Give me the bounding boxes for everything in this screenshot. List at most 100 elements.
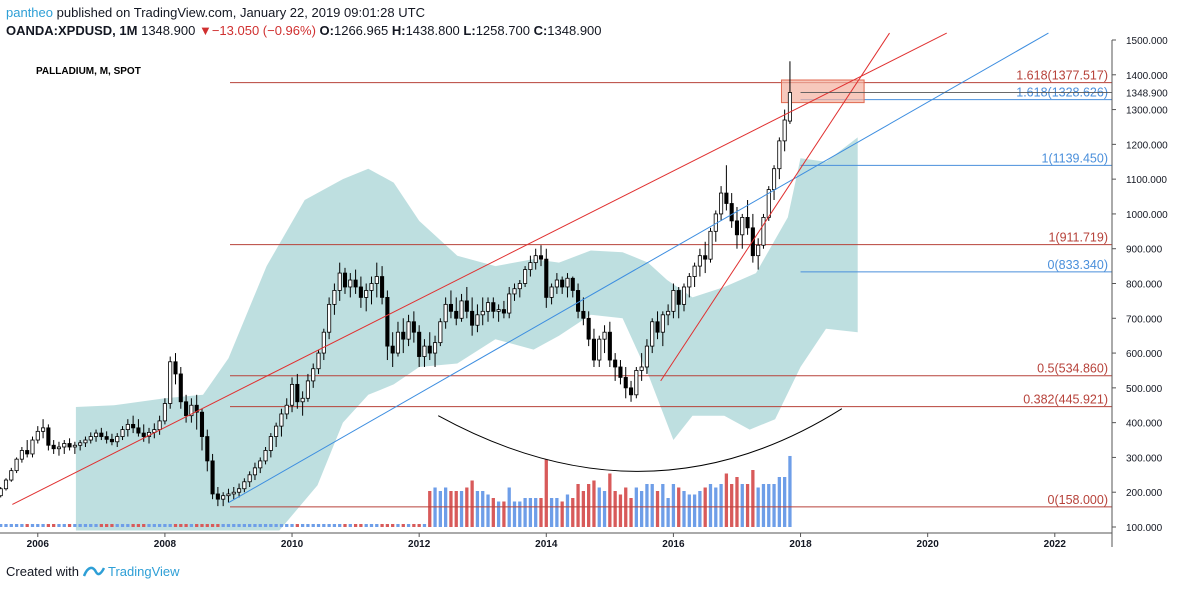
candle-body: [25, 450, 30, 455]
volume-bar: [549, 498, 554, 527]
candle-body: [427, 345, 432, 354]
volume-bar: [279, 524, 284, 527]
candle-body: [719, 192, 724, 215]
candle-body: [623, 377, 628, 389]
candle-body: [141, 432, 146, 437]
candle-body: [311, 368, 316, 382]
candle-body: [448, 303, 453, 312]
candlestick-series: [0, 61, 792, 507]
publish-line: pantheo published on TradingView.com, Ja…: [6, 4, 906, 22]
open-value: 1266.965: [333, 23, 389, 38]
candle-body: [581, 310, 586, 319]
last-price-label: 1348.900: [1126, 89, 1168, 100]
candle-body: [247, 474, 252, 483]
candle-body: [586, 317, 591, 340]
volume-bar: [263, 524, 268, 527]
volume-bar: [306, 524, 310, 527]
volume-bar: [412, 524, 416, 527]
candle-body: [401, 331, 406, 340]
volume-bar: [772, 484, 776, 527]
candle-body: [538, 255, 544, 260]
volume-bar: [422, 524, 427, 527]
volume-bar: [322, 524, 326, 527]
trendline-blue-channel: [228, 32, 1049, 504]
y-tick-label: 100.000: [1126, 523, 1163, 534]
volume-bar: [396, 524, 400, 527]
footer: Created with TradingView: [6, 564, 180, 579]
volume-bar: [650, 484, 654, 527]
y-tick-label: 400.000: [1126, 419, 1163, 430]
candle-body: [268, 436, 273, 451]
volume-bar: [99, 524, 103, 527]
candle-body: [687, 276, 692, 288]
volume-bar: [401, 524, 405, 527]
close-label: C:: [533, 23, 548, 38]
volume-bar: [258, 524, 262, 527]
volume-bar: [41, 524, 45, 527]
candle-body: [745, 217, 750, 229]
candle-body: [295, 383, 300, 403]
volume-bar: [428, 491, 432, 527]
volume-bar: [698, 491, 702, 527]
candle-body: [353, 279, 358, 288]
volume-bar: [751, 470, 755, 527]
tradingview-brand[interactable]: TradingView: [108, 564, 180, 579]
y-tick-label: 700.000: [1126, 314, 1163, 325]
chart-header: pantheo published on TradingView.com, Ja…: [6, 4, 906, 40]
volume-bar: [300, 524, 305, 527]
candle-body: [708, 230, 713, 260]
y-tick-label: 1400.000: [1126, 71, 1168, 82]
candle-body: [162, 403, 167, 422]
volume-bar: [470, 480, 474, 527]
volume-bar: [126, 524, 130, 527]
volume-bar: [274, 524, 278, 527]
volume-bar: [52, 524, 56, 527]
author-name[interactable]: pantheo: [6, 5, 53, 20]
x-tick-label: 2020: [917, 539, 940, 550]
fib-label: 1(911.719): [1048, 231, 1108, 245]
candle-body: [94, 432, 99, 437]
volume-bar: [629, 498, 633, 527]
volume-bar: [14, 524, 19, 527]
volume-bar: [147, 524, 151, 527]
candle-body: [274, 425, 279, 437]
candle-body: [533, 255, 538, 264]
volume-bar: [338, 524, 342, 527]
volume-bar: [618, 494, 623, 527]
candle-body: [703, 255, 708, 260]
volume-bar: [496, 501, 501, 527]
candle-body: [528, 262, 533, 270]
volume-bar: [375, 524, 379, 527]
created-with-label: Created with: [6, 564, 79, 579]
volume-bar: [94, 524, 98, 527]
volume-bar: [724, 473, 729, 527]
volume-bar: [523, 498, 527, 527]
volume-bar: [491, 498, 495, 527]
candle-body: [41, 427, 46, 432]
candle-body: [385, 297, 390, 347]
fib-label: 1(1139.450): [1042, 151, 1109, 165]
volume-bar: [576, 484, 580, 527]
candle-body: [454, 310, 459, 319]
x-tick-label: 2022: [1044, 539, 1067, 550]
volume-bar: [528, 498, 533, 527]
candle-body: [337, 272, 342, 291]
volume-bar: [36, 524, 40, 527]
candle-body: [507, 293, 512, 314]
candle-body: [115, 436, 120, 443]
volume-bar: [200, 524, 204, 527]
volume-bar: [518, 501, 522, 527]
trendlines: [12, 32, 1049, 505]
volume-bar: [666, 498, 670, 527]
candle-body: [369, 283, 374, 291]
volume-bar: [226, 524, 231, 527]
volume-bar: [539, 498, 543, 527]
candle-body: [72, 444, 77, 448]
y-tick-label: 200.000: [1126, 488, 1163, 499]
candle-body: [51, 444, 56, 450]
candle-body: [681, 286, 687, 305]
candle-body: [772, 168, 777, 190]
axes: 1500.000 1400.000 1300.000 1200.000 1100.000…: [0, 36, 1168, 550]
candle-body: [35, 430, 40, 441]
